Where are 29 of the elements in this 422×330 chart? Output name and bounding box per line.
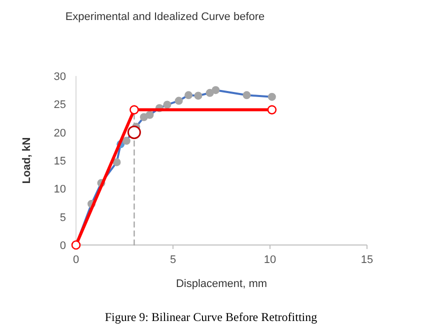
y-tick-label: 15 [54, 156, 66, 168]
point [146, 110, 154, 119]
x-tick-label: 10 [264, 254, 276, 266]
x-tick-label: 5 [170, 254, 176, 266]
x-tick-label: 0 [72, 254, 80, 266]
point [130, 105, 139, 114]
chart-title: Experimental and Idealized Curve before [65, 11, 265, 23]
y-tick-label: 20 [54, 127, 66, 140]
point [268, 92, 276, 101]
x-tick-label: 15 [360, 254, 374, 266]
caption: Figure 9: Bilinear Curve Before Retrofitting [104, 310, 318, 324]
y-axis-title: Load, kN [21, 137, 33, 184]
point [174, 96, 183, 105]
y-tick-label: 5 [60, 212, 66, 224]
y-tick-label: 10 [54, 184, 66, 196]
point [194, 92, 202, 100]
point [242, 91, 251, 100]
point [122, 136, 130, 145]
y-tick-label: 25 [54, 99, 66, 112]
point [163, 100, 172, 109]
point [112, 158, 121, 166]
x-axis-title: Displacement, mm [176, 278, 268, 290]
point [127, 126, 141, 140]
y-tick-label: 0 [60, 240, 66, 252]
y-tick-label: 30 [54, 71, 66, 83]
point [206, 88, 214, 97]
point [184, 91, 193, 100]
point [212, 86, 220, 94]
point [267, 105, 277, 114]
